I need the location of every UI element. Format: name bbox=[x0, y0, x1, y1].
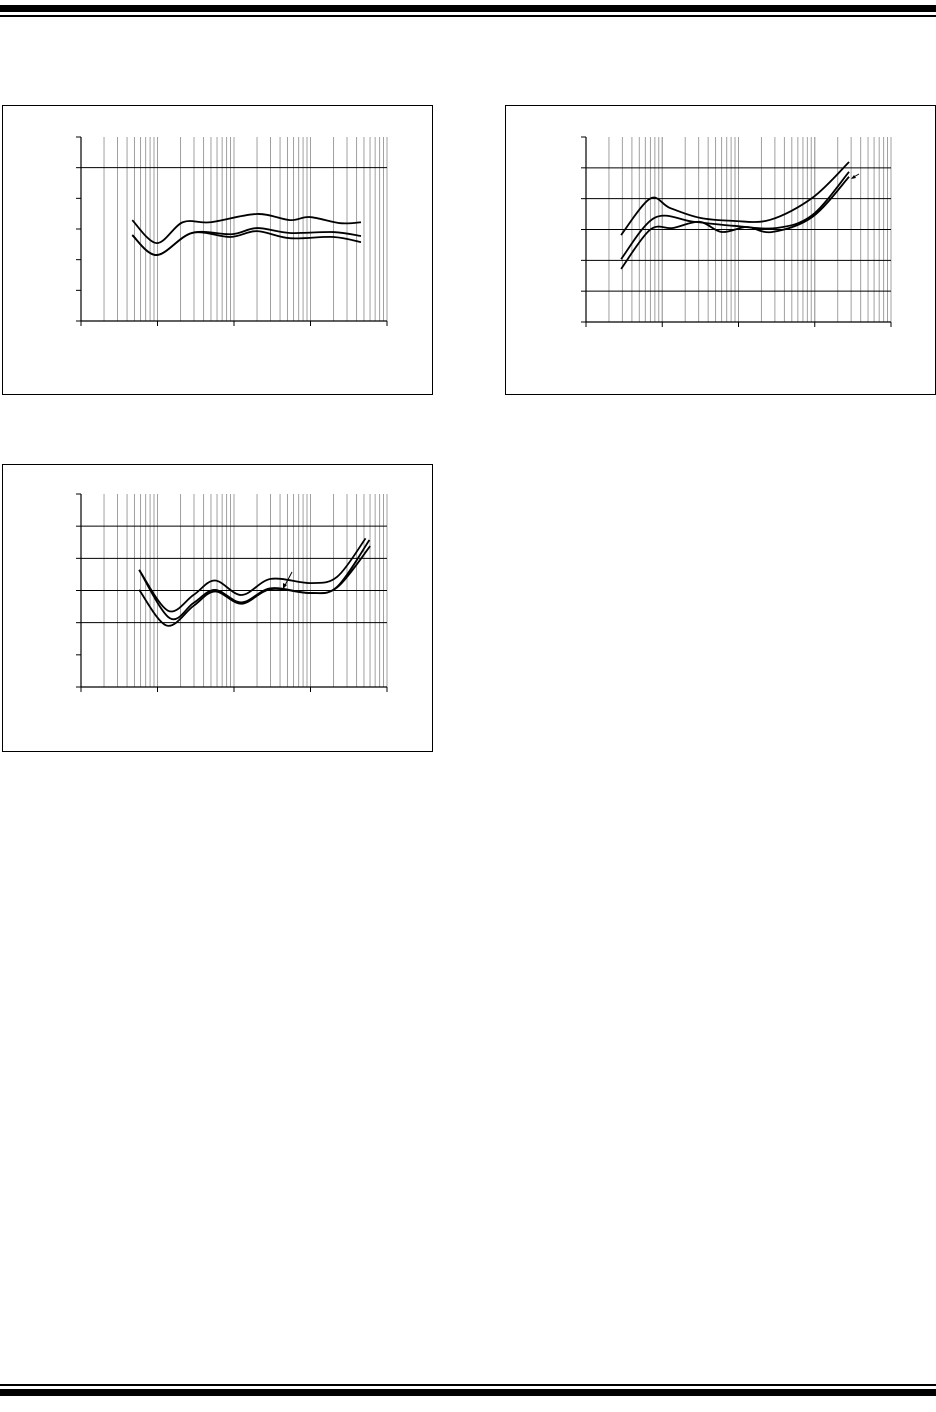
series-line-3 bbox=[138, 545, 371, 627]
series-line-2 bbox=[620, 171, 850, 260]
series-line-3 bbox=[131, 230, 362, 256]
series-line-1 bbox=[131, 213, 362, 245]
series-line-1 bbox=[138, 537, 367, 613]
footer-rule-thin bbox=[0, 1384, 936, 1386]
series-line-2 bbox=[138, 539, 371, 621]
pointer-arrowhead bbox=[851, 175, 856, 179]
header-rule-thin bbox=[0, 15, 936, 17]
chart-2 bbox=[505, 105, 936, 395]
pointer-arrowhead bbox=[283, 583, 287, 589]
footer-rule-thick bbox=[0, 1389, 936, 1396]
series-line-3 bbox=[620, 176, 850, 270]
header-rule-thick bbox=[0, 5, 936, 12]
series-line-1 bbox=[620, 161, 850, 236]
